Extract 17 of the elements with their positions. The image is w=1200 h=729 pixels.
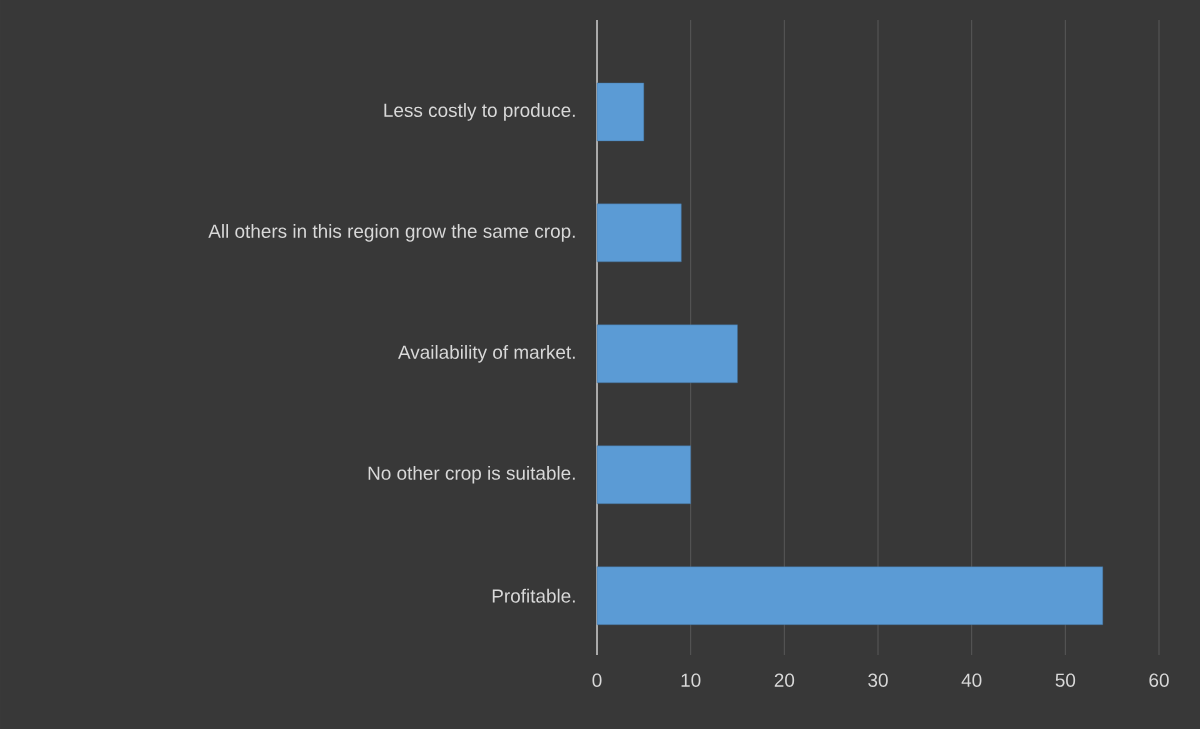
x-tick-label: 10 (681, 673, 701, 687)
bar (596, 566, 1104, 625)
bar (596, 445, 691, 504)
y-tick-label: Profitable. (492, 588, 575, 603)
x-tick-label: 20 (774, 673, 795, 687)
y-tick-label: All others in this region grow the same crop. (208, 224, 575, 242)
x-tick-label: 40 (961, 673, 982, 687)
bar (596, 82, 645, 142)
y-tick-label: Availability of market. (398, 344, 575, 363)
x-tick-label: 50 (1055, 673, 1076, 687)
x-tick-label: 0 (592, 673, 602, 687)
y-tick-label: Less costly to produce. (384, 103, 575, 121)
y-tick-label: No other crop is suitable. (368, 465, 575, 484)
x-tick-label: 30 (868, 673, 888, 687)
bar (596, 324, 738, 384)
bar (596, 203, 682, 263)
x-tick-label: 60 (1149, 673, 1169, 687)
